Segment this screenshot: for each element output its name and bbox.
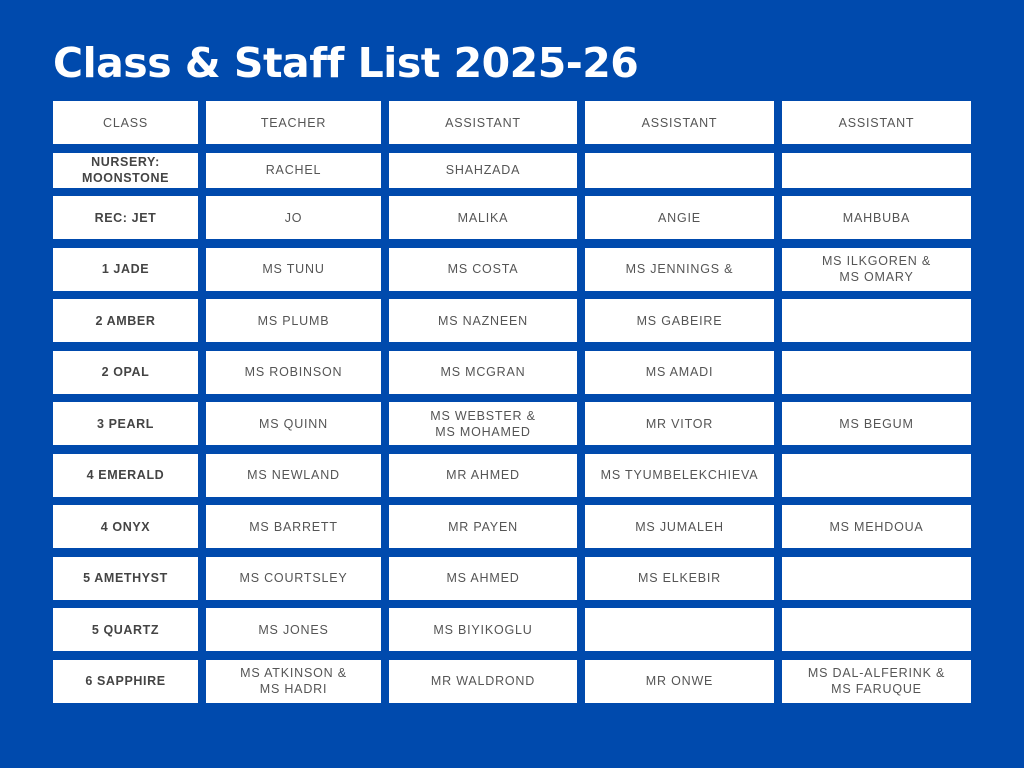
class-name-cell: REC: JET: [53, 196, 198, 239]
staff-cell: MS WEBSTER & MS MOHAMED: [389, 402, 577, 445]
column-header: CLASS: [53, 101, 198, 144]
column-header: TEACHER: [206, 101, 381, 144]
staff-cell: MS JONES: [206, 608, 381, 651]
staff-cell: MS NEWLAND: [206, 453, 381, 497]
staff-cell: RACHEL: [206, 152, 381, 188]
staff-cell: MS BARRETT: [206, 505, 381, 548]
staff-cell: MAHBUBA: [782, 196, 971, 239]
class-name-cell: 2 OPAL: [53, 350, 198, 394]
staff-cell: MS NAZNEEN: [389, 299, 577, 342]
staff-cell: MS COSTA: [389, 247, 577, 291]
class-name-cell: 5 AMETHYST: [53, 556, 198, 600]
class-name-cell: 4 ONYX: [53, 505, 198, 548]
staff-cell: MS ATKINSON & MS HADRI: [206, 659, 381, 703]
staff-cell: [782, 350, 971, 394]
staff-cell: MS AHMED: [389, 556, 577, 600]
staff-cell: MS MEHDOUA: [782, 505, 971, 548]
class-name-cell: 6 SAPPHIRE: [53, 659, 198, 703]
staff-cell: MS COURTSLEY: [206, 556, 381, 600]
staff-cell: JO: [206, 196, 381, 239]
class-name-cell: 5 QUARTZ: [53, 608, 198, 651]
staff-cell: [782, 299, 971, 342]
staff-table: CLASS TEACHER ASSISTANT ASSISTANT ASSISTANT N…: [53, 101, 971, 703]
column-header: ASSISTANT: [585, 101, 774, 144]
staff-cell: MR PAYEN: [389, 505, 577, 548]
staff-cell: MS AMADI: [585, 350, 774, 394]
staff-cell: [782, 556, 971, 600]
staff-cell: MS GABEIRE: [585, 299, 774, 342]
staff-cell: MS JENNINGS &: [585, 247, 774, 291]
staff-cell: ANGIE: [585, 196, 774, 239]
staff-cell: MS ROBINSON: [206, 350, 381, 394]
staff-cell: [585, 608, 774, 651]
class-name-cell: 3 PEARL: [53, 402, 198, 445]
staff-cell: MS TUNU: [206, 247, 381, 291]
staff-cell: MS MCGRAN: [389, 350, 577, 394]
staff-cell: MS BEGUM: [782, 402, 971, 445]
staff-cell: MR VITOR: [585, 402, 774, 445]
staff-cell: [782, 453, 971, 497]
staff-cell: MS PLUMB: [206, 299, 381, 342]
staff-cell: MS BIYIKOGLU: [389, 608, 577, 651]
staff-cell: [782, 152, 971, 188]
class-name-cell: 4 EMERALD: [53, 453, 198, 497]
staff-cell: MS DAL-ALFERINK & MS FARUQUE: [782, 659, 971, 703]
staff-cell: MS QUINN: [206, 402, 381, 445]
class-name-cell: NURSERY: MOONSTONE: [53, 152, 198, 188]
class-name-cell: 1 JADE: [53, 247, 198, 291]
staff-cell: MS JUMALEH: [585, 505, 774, 548]
staff-cell: [782, 608, 971, 651]
staff-cell: MS TYUMBELEKCHIEVA: [585, 453, 774, 497]
column-header: ASSISTANT: [782, 101, 971, 144]
staff-cell: MR AHMED: [389, 453, 577, 497]
staff-cell: MS ELKEBIR: [585, 556, 774, 600]
staff-cell: MR WALDROND: [389, 659, 577, 703]
column-header: ASSISTANT: [389, 101, 577, 144]
staff-cell: SHAHZADA: [389, 152, 577, 188]
staff-cell: MALIKA: [389, 196, 577, 239]
class-name-cell: 2 AMBER: [53, 299, 198, 342]
staff-cell: MR ONWE: [585, 659, 774, 703]
staff-cell: MS ILKGOREN & MS OMARY: [782, 247, 971, 291]
page-title: Class & Staff List 2025-26: [53, 39, 639, 87]
staff-cell: [585, 152, 774, 188]
